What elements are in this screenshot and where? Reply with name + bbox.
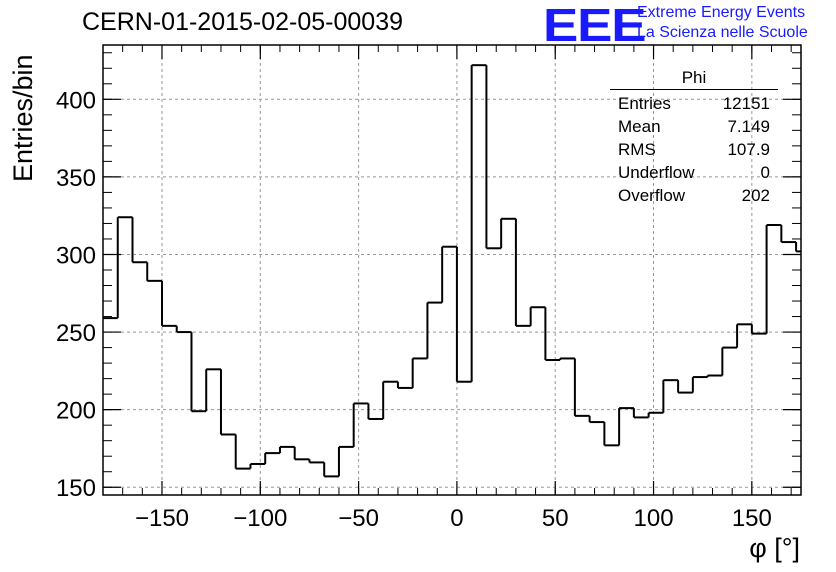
y-tick-label: 400 xyxy=(56,87,96,114)
stats-row-mean: Mean 7.149 xyxy=(610,115,778,138)
x-tick-label: −50 xyxy=(338,505,379,532)
stats-label: Overflow xyxy=(618,186,686,205)
stats-value: 202 xyxy=(741,186,770,205)
x-axis-label: φ [°] xyxy=(749,533,800,563)
stats-title: Phi xyxy=(610,68,778,90)
stats-row-rms: RMS 107.9 xyxy=(610,138,778,161)
y-tick-label: 200 xyxy=(56,398,96,425)
stats-label: Underflow xyxy=(618,163,695,182)
chart-title: CERN-01-2015-02-05-00039 xyxy=(82,8,404,36)
stats-row-entries: Entries 12151 xyxy=(610,92,778,115)
logo-line-2: La Scienza nelle Scuole xyxy=(637,24,808,41)
x-tick-label: 50 xyxy=(542,505,569,532)
stats-value: 12151 xyxy=(722,94,770,113)
y-axis-label: Entries/bin xyxy=(8,54,38,182)
x-tick-label: −150 xyxy=(135,505,189,532)
logo-line-1: Extreme Energy Events xyxy=(637,4,806,21)
y-tick-label: 250 xyxy=(56,320,96,347)
y-tick-label: 150 xyxy=(56,475,96,502)
y-tick-label: 350 xyxy=(56,165,96,192)
logo-caption: Extreme Energy Events La Scienza nelle S… xyxy=(637,3,808,43)
stats-row-underflow: Underflow 0 xyxy=(610,161,778,184)
y-tick-label: 300 xyxy=(56,242,96,269)
stats-label: RMS xyxy=(618,140,656,159)
x-tick-label: −100 xyxy=(233,505,287,532)
stats-value: 7.149 xyxy=(727,117,770,136)
stats-label: Mean xyxy=(618,117,661,136)
eee-logo: EEE xyxy=(543,0,647,51)
stats-box: Phi Entries 12151 Mean 7.149 RMS 107.9 U… xyxy=(610,68,778,207)
stats-value: 0 xyxy=(760,163,770,182)
stats-row-overflow: Overflow 202 xyxy=(610,184,778,207)
x-tick-label: 150 xyxy=(732,505,772,532)
x-tick-label: 100 xyxy=(634,505,674,532)
stats-value: 107.9 xyxy=(727,140,770,159)
stats-label: Entries xyxy=(618,94,671,113)
x-tick-label: 0 xyxy=(450,505,463,532)
